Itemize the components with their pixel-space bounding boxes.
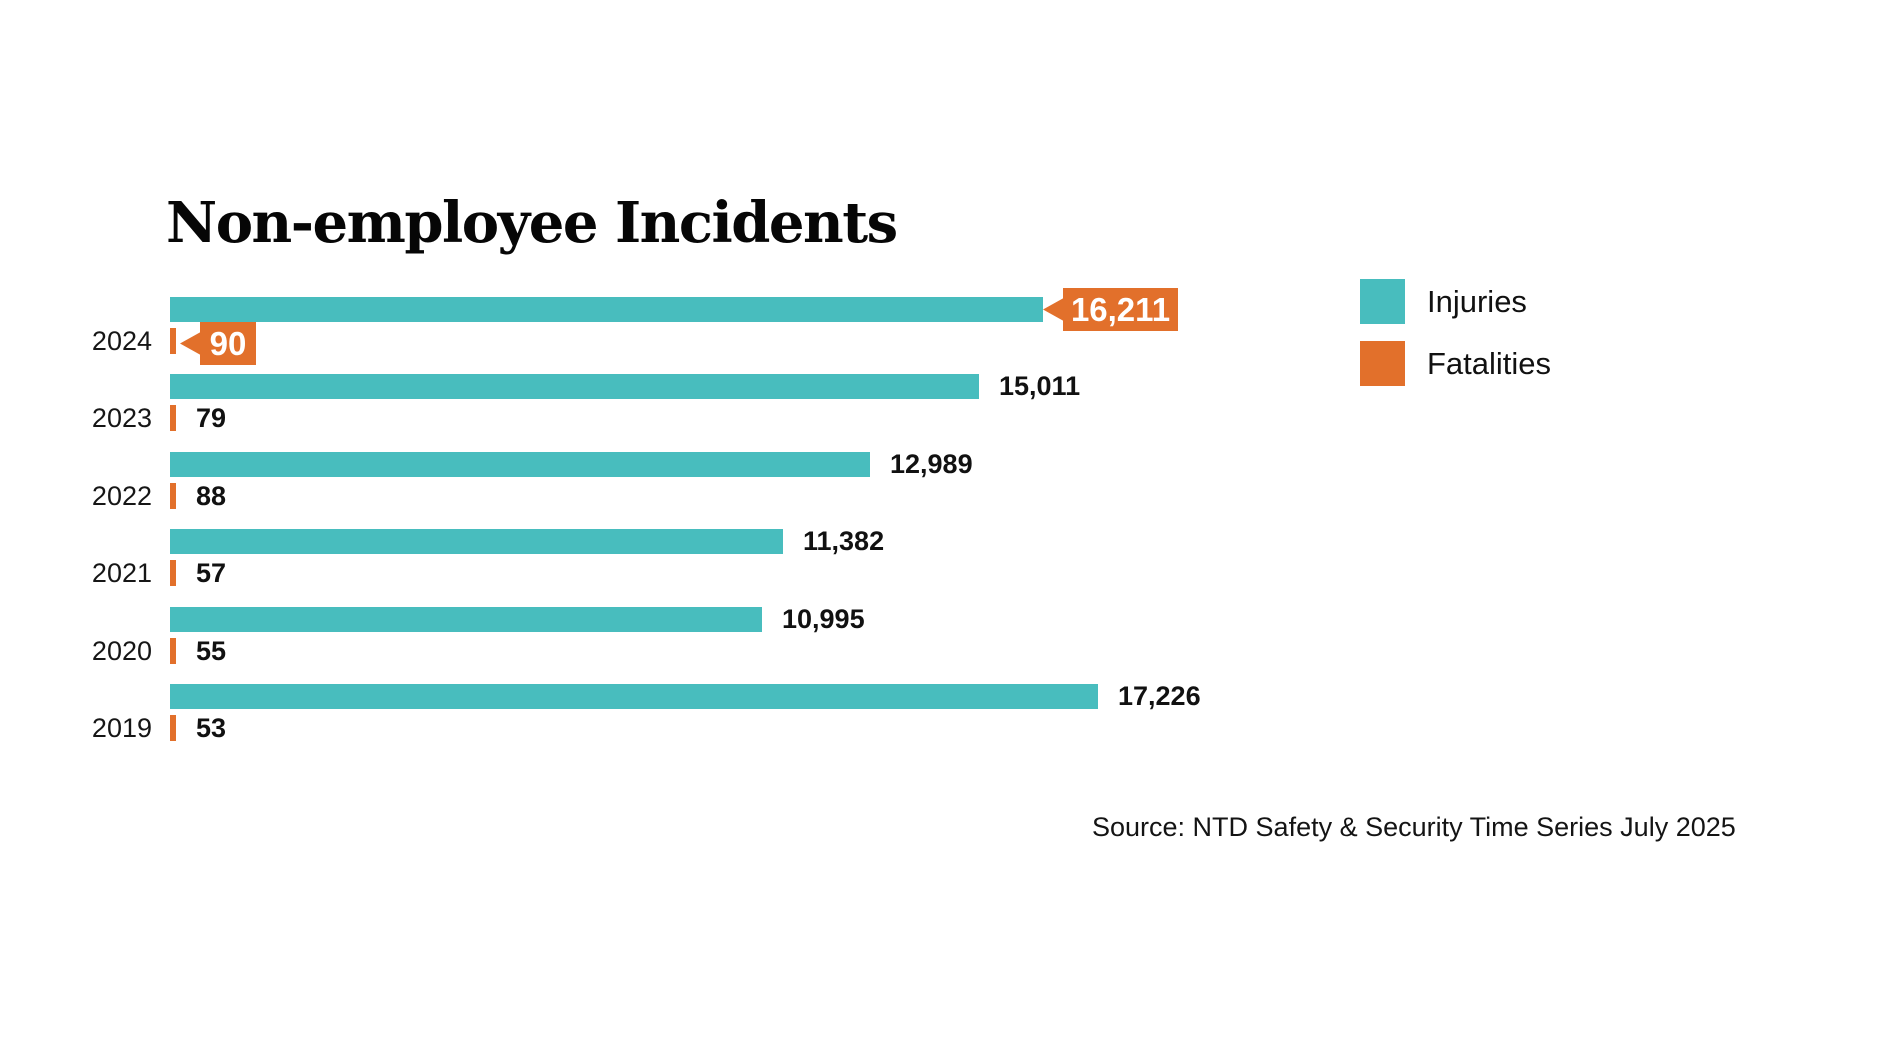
injuries-value-label: 17,226 — [1118, 681, 1201, 711]
injuries-value-label: 10,995 — [782, 604, 865, 634]
legend-item-fatalities: Fatalities — [1360, 341, 1551, 386]
year-label: 2021 — [91, 558, 152, 588]
fatalities-swatch-icon — [1360, 341, 1405, 386]
injuries-bar — [170, 607, 762, 632]
year-label: 2020 — [91, 636, 152, 666]
year-label: 2022 — [91, 481, 152, 511]
year-label: 2019 — [91, 713, 152, 743]
injuries-bar — [170, 297, 1043, 322]
fatalities-tick — [170, 483, 176, 509]
fatalities-tick — [170, 328, 176, 354]
injuries-bar — [170, 684, 1098, 709]
fatalities-value-label: 53 — [196, 713, 227, 743]
injuries-value-callout: 16,211 — [1043, 288, 1178, 331]
legend-label-fatalities: Fatalities — [1427, 345, 1552, 381]
legend: Injuries Fatalities — [1360, 279, 1551, 403]
injuries-bar — [170, 529, 783, 554]
injuries-bar — [170, 374, 979, 399]
fatalities-value-callout: 90 — [180, 322, 256, 365]
fatalities-value-label: 55 — [196, 636, 227, 666]
injuries-value-label: 15,011 — [999, 371, 1081, 401]
injuries-value-label: 11,382 — [803, 526, 885, 556]
fatalities-tick — [170, 405, 176, 431]
source-note: Source: NTD Safety & Security Time Serie… — [1092, 812, 1736, 842]
fatalities-value-label: 57 — [196, 558, 227, 588]
legend-item-injuries: Injuries — [1360, 279, 1551, 324]
fatalities-value-label: 88 — [196, 481, 227, 511]
fatalities-tick — [170, 560, 176, 586]
year-label: 2024 — [91, 326, 152, 356]
chart-title: Non-employee Incidents — [166, 190, 898, 256]
fatalities-tick — [170, 638, 176, 664]
year-label: 2023 — [91, 403, 152, 433]
injuries-value-label: 12,989 — [890, 449, 973, 479]
legend-label-injuries: Injuries — [1427, 283, 1527, 319]
injuries-bar — [170, 452, 870, 477]
injuries-swatch-icon — [1360, 279, 1405, 324]
fatalities-value-label: 79 — [196, 403, 227, 433]
fatalities-tick — [170, 715, 176, 741]
